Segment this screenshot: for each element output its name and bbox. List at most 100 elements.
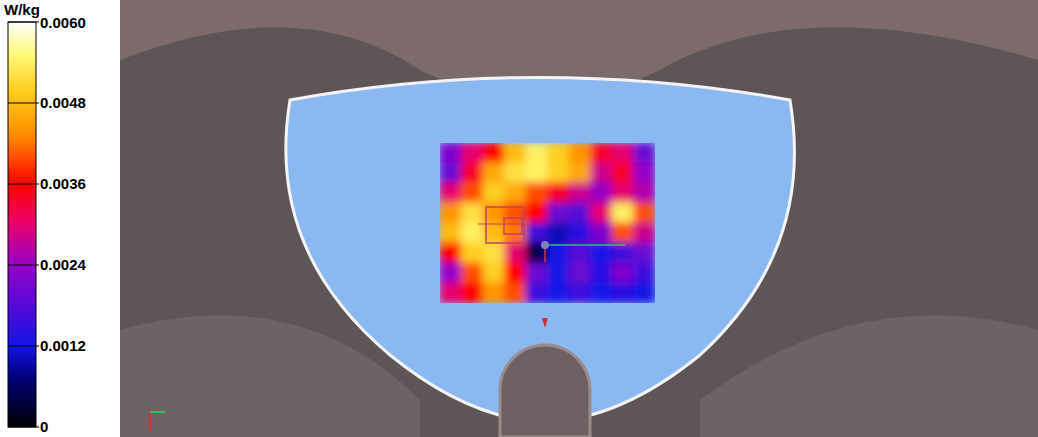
heatmap-cell — [612, 263, 635, 284]
heatmap-cell — [547, 183, 570, 204]
heatmap-cell — [590, 183, 613, 204]
colorbar-tick — [8, 427, 42, 428]
heatmap-cell — [547, 163, 570, 184]
heatmap-cell — [461, 283, 484, 304]
heatmap-cell — [569, 143, 592, 164]
heatmap-cell — [590, 283, 613, 304]
heatmap-cell — [612, 183, 635, 204]
heatmap-cell — [504, 143, 527, 164]
heatmap-cell — [440, 203, 462, 224]
phantom-shape — [700, 315, 1038, 437]
heatmap-cell — [569, 263, 592, 284]
heatmap-cell — [590, 223, 613, 244]
heatmap-cell — [612, 143, 635, 164]
heatmap-cell — [569, 203, 592, 224]
label-background — [39, 337, 87, 354]
heatmap-cell — [440, 163, 462, 184]
heatmap-cell — [526, 203, 549, 224]
axis-marker — [545, 244, 625, 246]
heatmap-cell — [504, 163, 527, 184]
phantom-notch — [500, 345, 590, 437]
heatmap-cell — [483, 283, 506, 304]
axis-marker — [541, 241, 549, 249]
heatmap-cell — [504, 283, 527, 304]
heatmap-cell — [440, 243, 462, 264]
heatmap-cells — [440, 143, 655, 303]
heatmap — [440, 143, 655, 303]
heatmap-cell — [440, 263, 462, 284]
colorbar-tick-label: 0.0024 — [40, 256, 87, 273]
label-background — [39, 256, 88, 273]
colorbar-tick-label: 0 — [40, 418, 48, 435]
heatmap-cell — [547, 263, 570, 284]
heatmap-cell — [504, 263, 527, 284]
heatmap-cell — [483, 163, 506, 184]
heatmap-cell — [461, 223, 484, 244]
heatmap-cell — [526, 163, 549, 184]
heatmap-cell — [526, 143, 549, 164]
heatmap-cell — [633, 183, 655, 204]
colorbar-tick — [8, 22, 42, 23]
heatmap-cell — [547, 203, 570, 224]
label-background — [39, 175, 87, 192]
heatmap-cell — [633, 243, 655, 264]
label-background — [39, 14, 87, 31]
heatmap-cell — [461, 203, 484, 224]
heatmap-cell — [461, 143, 484, 164]
marker — [542, 318, 548, 328]
heatmap-cell — [504, 203, 527, 224]
heatmap-cell — [612, 223, 635, 244]
heatmap-cell — [483, 183, 506, 204]
heatmap-cell — [504, 183, 527, 204]
heatmap-cell — [547, 143, 570, 164]
heatmap-cell — [526, 183, 549, 204]
heatmap-cell — [633, 223, 655, 244]
heatmap-cell — [440, 223, 462, 244]
heatmap-cell — [633, 263, 655, 284]
heatmap-cell — [590, 263, 613, 284]
colorbar-tick-label: 0.0012 — [40, 337, 86, 354]
phantom-background — [120, 0, 1038, 437]
heatmap-cell — [569, 183, 592, 204]
heatmap-cell — [483, 263, 506, 284]
heatmap-cell — [633, 163, 655, 184]
colorbar-tick — [8, 184, 42, 185]
heatmap-cell — [569, 283, 592, 304]
chart: W/kg00.00120.00240.00360.00480.0060 — [0, 0, 1038, 437]
axis-triad — [150, 411, 165, 413]
heatmap-cell — [633, 283, 655, 304]
colorbar — [8, 22, 36, 427]
heatmap-cell — [612, 283, 635, 304]
heatmap-cell — [526, 283, 549, 304]
label-background — [39, 418, 49, 435]
heatmap-cell — [569, 223, 592, 244]
heatmap-cell — [526, 223, 549, 244]
heatmap-cell — [526, 263, 549, 284]
colorbar-label: W/kg — [4, 1, 40, 18]
heatmap-cell — [633, 203, 655, 224]
marker — [504, 218, 522, 234]
heatmap-cell — [440, 143, 462, 164]
marker — [486, 207, 524, 243]
colorbar-tick — [8, 265, 42, 266]
label-background — [39, 94, 87, 111]
heatmap-cell — [440, 183, 462, 204]
heatmap-cell — [633, 143, 655, 164]
colorbar-tick-label: 0.0036 — [40, 175, 86, 192]
heatmap-cell — [590, 163, 613, 184]
heatmap-cell — [590, 203, 613, 224]
heatmap-cell — [440, 283, 462, 304]
heatmap-cell — [612, 203, 635, 224]
heatmap-cell — [461, 163, 484, 184]
heatmap-cell — [461, 243, 484, 264]
heatmap-cell — [590, 143, 613, 164]
heatmap-cell — [569, 163, 592, 184]
heatmap-cell — [612, 163, 635, 184]
heatmap-cell — [504, 223, 527, 244]
colorbar-tick-label: 0.0048 — [40, 94, 86, 111]
heatmap-cell — [483, 243, 506, 264]
heatmap-cell — [547, 223, 570, 244]
colorbar-tick — [8, 346, 42, 347]
heatmap-cell — [461, 263, 484, 284]
heatmap-cell — [504, 243, 527, 264]
